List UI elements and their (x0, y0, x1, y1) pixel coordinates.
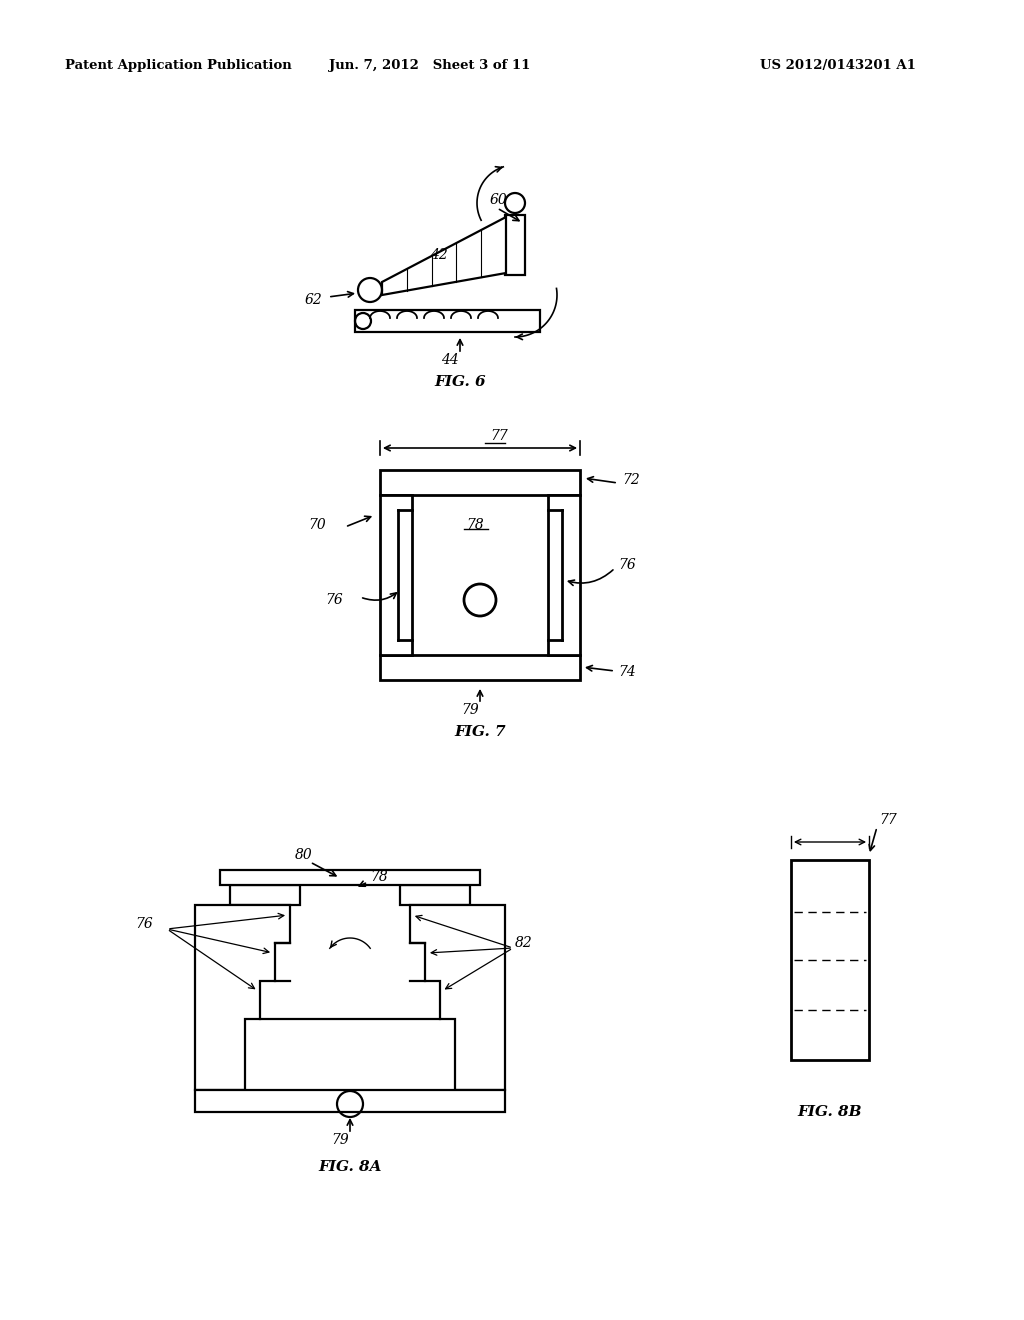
Bar (220, 870, 480, 884)
Bar (195, 1090, 505, 1111)
Text: 82: 82 (515, 936, 532, 950)
Bar (548, 495, 580, 655)
Text: 70: 70 (308, 517, 326, 532)
Text: 78: 78 (370, 870, 388, 884)
Text: 60: 60 (490, 193, 508, 207)
Bar (380, 495, 412, 655)
Text: 72: 72 (622, 473, 640, 487)
Text: 44: 44 (441, 352, 459, 367)
Text: Jun. 7, 2012   Sheet 3 of 11: Jun. 7, 2012 Sheet 3 of 11 (330, 58, 530, 71)
Text: 79: 79 (331, 1133, 349, 1147)
Polygon shape (195, 906, 290, 1090)
Text: 80: 80 (295, 847, 312, 862)
Bar (505, 215, 525, 275)
Text: US 2012/0143201 A1: US 2012/0143201 A1 (760, 58, 915, 71)
Text: 42: 42 (430, 248, 447, 261)
Text: 76: 76 (135, 917, 153, 931)
Text: 77: 77 (490, 429, 508, 444)
Text: 78: 78 (466, 517, 484, 532)
Text: 77: 77 (879, 813, 897, 828)
Text: FIG. 6: FIG. 6 (434, 375, 485, 389)
Text: 74: 74 (618, 665, 636, 678)
Text: 79: 79 (461, 704, 479, 717)
Text: FIG. 7: FIG. 7 (455, 725, 506, 739)
Text: FIG. 8A: FIG. 8A (318, 1160, 382, 1173)
Bar (791, 861, 869, 1060)
Text: 76: 76 (325, 593, 343, 607)
Bar (380, 470, 580, 495)
Polygon shape (410, 906, 505, 1090)
Bar (230, 884, 300, 906)
Polygon shape (382, 216, 506, 294)
Text: 62: 62 (305, 293, 323, 308)
Text: 76: 76 (618, 558, 636, 572)
Bar (400, 884, 470, 906)
Text: Patent Application Publication: Patent Application Publication (65, 58, 292, 71)
Bar (380, 655, 580, 680)
Text: FIG. 8B: FIG. 8B (798, 1105, 862, 1119)
Bar (355, 310, 540, 333)
